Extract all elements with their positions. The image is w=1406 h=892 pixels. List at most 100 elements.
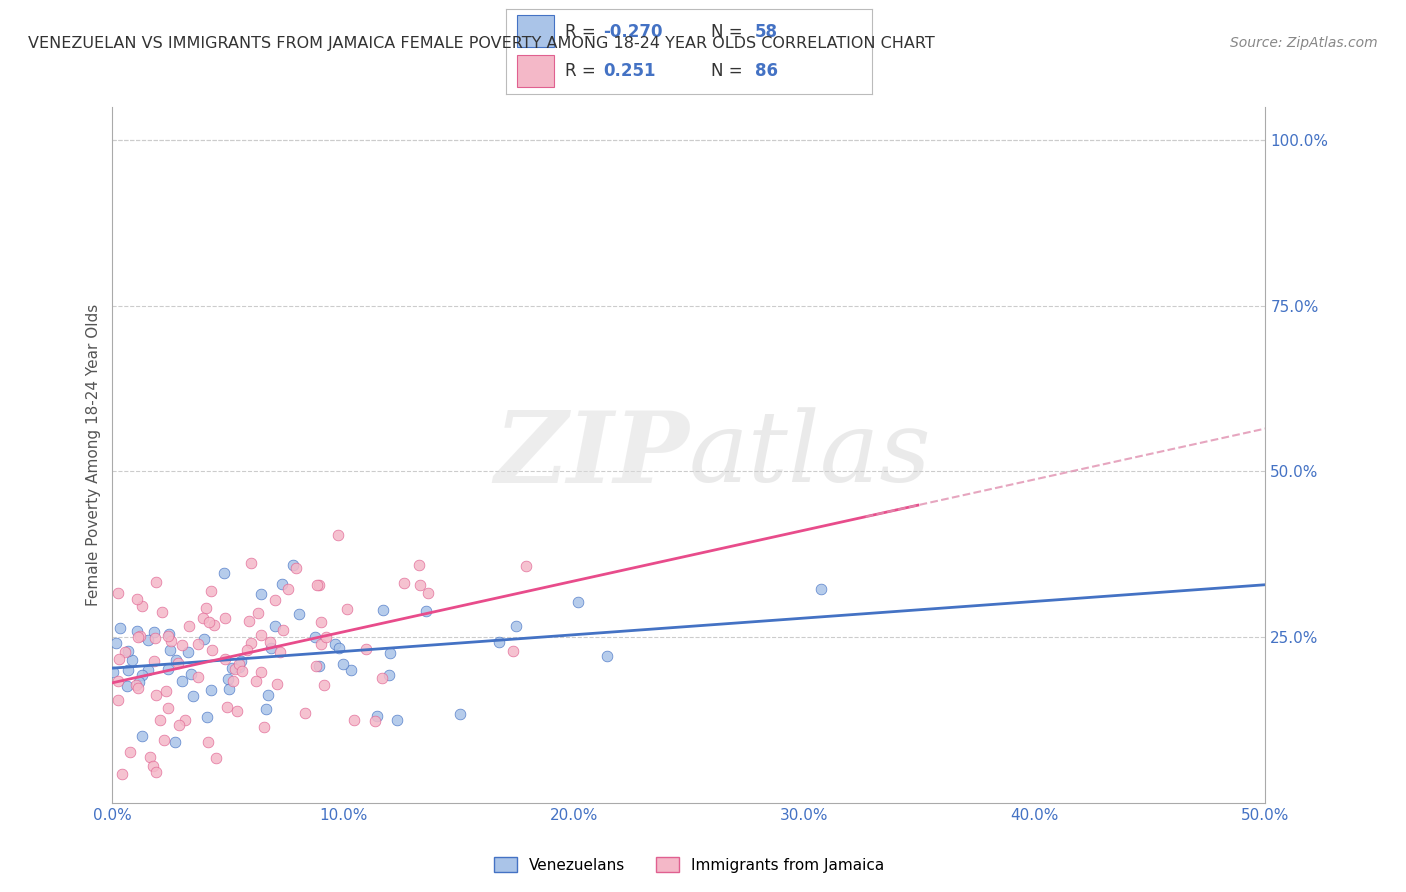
Point (197, 735, 219, 749)
Point (200, 683, 222, 698)
Point (117, 679, 139, 693)
Point (125, 592, 148, 607)
Point (201, 643, 224, 657)
Point (163, 735, 186, 749)
Point (200, 584, 222, 599)
Point (488, 634, 510, 648)
Point (104, 636, 127, 650)
Point (101, 665, 124, 679)
Point (264, 592, 287, 607)
Point (145, 688, 167, 702)
Point (222, 674, 245, 689)
Point (174, 713, 197, 727)
Point (167, 656, 190, 670)
Point (304, 630, 326, 644)
FancyBboxPatch shape (517, 54, 554, 87)
Point (157, 629, 180, 643)
Point (131, 599, 153, 613)
Point (269, 644, 291, 658)
Point (136, 633, 159, 648)
Point (502, 644, 524, 658)
Point (221, 661, 243, 675)
Point (380, 646, 402, 660)
Point (117, 663, 139, 677)
Point (107, 693, 129, 707)
Point (202, 618, 225, 632)
Point (332, 657, 354, 672)
Point (218, 682, 240, 697)
Point (177, 645, 200, 659)
Point (145, 575, 167, 590)
Point (245, 673, 267, 688)
Point (277, 582, 299, 596)
Point (225, 705, 247, 719)
Point (159, 643, 181, 657)
Point (193, 611, 215, 625)
Point (596, 649, 619, 664)
Point (810, 582, 832, 596)
Point (165, 653, 187, 667)
Point (167, 718, 190, 732)
Point (108, 652, 131, 666)
Point (205, 751, 228, 765)
Point (259, 634, 281, 648)
Point (139, 750, 162, 764)
Point (197, 615, 219, 630)
Point (229, 654, 252, 668)
Point (131, 729, 153, 743)
FancyBboxPatch shape (517, 15, 554, 47)
Point (228, 660, 250, 674)
Point (127, 681, 149, 695)
Point (128, 674, 150, 689)
Point (252, 720, 274, 734)
Point (212, 566, 235, 581)
Point (143, 631, 166, 645)
Point (157, 627, 180, 641)
Text: N =: N = (711, 23, 748, 41)
Point (107, 586, 129, 600)
Point (284, 561, 307, 575)
Point (110, 621, 132, 635)
Point (215, 699, 238, 714)
Point (305, 578, 328, 592)
Point (294, 706, 316, 720)
Point (118, 745, 141, 759)
Point (195, 601, 218, 615)
Text: -0.270: -0.270 (603, 23, 662, 41)
Point (136, 663, 159, 677)
Point (271, 576, 294, 591)
Point (250, 628, 273, 642)
Point (387, 713, 409, 727)
Point (131, 668, 153, 682)
Point (180, 666, 202, 681)
Point (239, 557, 262, 571)
Point (228, 657, 250, 672)
Point (142, 758, 165, 772)
Point (339, 664, 361, 678)
Point (187, 636, 209, 650)
Point (153, 732, 176, 747)
Point (170, 638, 193, 652)
Point (195, 709, 218, 723)
Point (343, 714, 366, 728)
Text: N =: N = (711, 62, 748, 79)
Point (312, 678, 335, 692)
Point (449, 706, 471, 721)
Point (326, 528, 349, 542)
Point (263, 619, 285, 633)
Point (266, 677, 288, 691)
Point (567, 595, 589, 609)
Point (325, 637, 347, 651)
Point (235, 642, 257, 657)
Point (224, 663, 246, 677)
Point (371, 671, 394, 685)
Point (156, 700, 179, 714)
Text: atlas: atlas (689, 408, 932, 502)
Text: R =: R = (565, 23, 600, 41)
Point (172, 674, 194, 689)
Point (309, 615, 332, 629)
Point (377, 668, 399, 682)
Point (249, 587, 271, 601)
Point (179, 619, 201, 633)
Point (260, 640, 283, 655)
